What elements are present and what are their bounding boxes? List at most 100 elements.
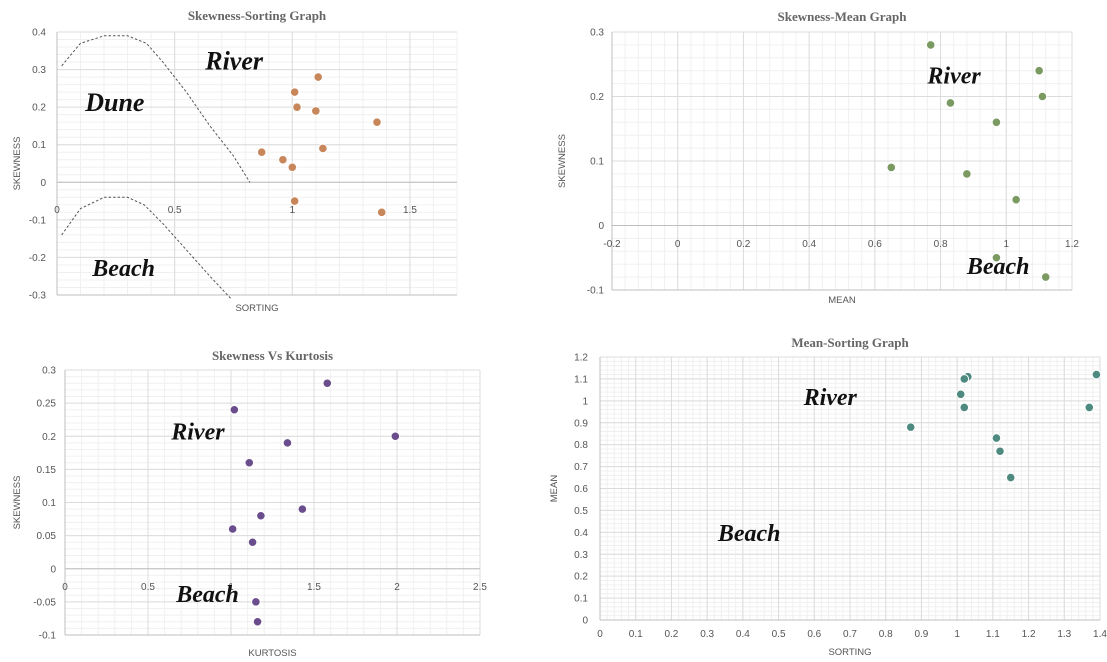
y-tick-label: 0.3 — [590, 28, 604, 39]
grid — [64, 369, 481, 636]
data-point — [886, 162, 897, 173]
chart-skewness-kurtosis: 0.3 0.25 0.2 0.15 0.1 0.05 0 -0.05 -0.1 0 0.5 1 1.5 2… — [12, 348, 487, 659]
y-tick-label: 0.8 — [574, 440, 588, 451]
y-tick-label: 0.15 — [37, 465, 57, 476]
x-tick-label: 1 — [954, 629, 960, 640]
x-tick-label: 0.2 — [736, 239, 750, 250]
x-tick-label: 1 — [228, 582, 234, 593]
y-tick-label: 0.2 — [590, 92, 604, 103]
y-tick-label: 1.2 — [574, 353, 588, 364]
x-tick-label: 0.2 — [664, 629, 678, 640]
data-point — [372, 117, 382, 127]
y-tick-label: 0.1 — [574, 594, 588, 605]
boundary-curve — [61, 35, 251, 183]
y-tick-label: 0.4 — [32, 28, 46, 39]
chart-title: Skewness-Mean Graph — [778, 9, 908, 24]
y-tick-label: 0.2 — [574, 572, 588, 583]
y-tick-label: 0.1 — [32, 140, 46, 151]
x-tick-label: 0.4 — [736, 629, 750, 640]
y-tick-label: 0.1 — [42, 498, 56, 509]
x-tick-label: 1.1 — [986, 629, 1000, 640]
x-tick-label: 0.5 — [772, 629, 786, 640]
data-point — [945, 98, 956, 108]
region-label-river: River — [170, 420, 225, 446]
data-point — [991, 117, 1002, 128]
x-tick-label: 0.5 — [168, 205, 182, 216]
y-tick-label: 0.5 — [574, 506, 588, 517]
region-label-river: River — [926, 64, 981, 90]
data-point — [959, 402, 970, 413]
y-axis-label: SKEWNESS — [557, 134, 568, 188]
data-point — [278, 154, 288, 165]
x-tick-label: 1 — [1004, 239, 1010, 250]
chart-mean-sorting: 1.2 1.1 1 0.9 0.8 0.7 0.6 0.5 0.4 0.3 0.2 0.1 00 0.1 0… — [549, 335, 1107, 658]
data-point — [289, 87, 300, 97]
x-tick-label: 1.2 — [1065, 239, 1079, 250]
data-point — [1011, 194, 1021, 205]
data-point — [1005, 472, 1016, 483]
y-tick-label: -0.1 — [587, 286, 605, 297]
x-tick-label: 1 — [290, 205, 296, 216]
y-tick-label: -0.3 — [29, 291, 47, 302]
data-point — [390, 431, 401, 442]
data-point — [252, 616, 263, 627]
data-point — [991, 252, 1002, 263]
y-tick-label: 0 — [50, 564, 56, 575]
y-tick-label: 0.6 — [574, 484, 588, 495]
data-point — [962, 169, 972, 179]
x-tick-label: 0.3 — [700, 629, 714, 640]
data-point — [313, 72, 323, 82]
y-tick-label: 0.3 — [32, 65, 46, 76]
y-tick-label: 0.3 — [574, 550, 588, 561]
y-tick-label: -0.1 — [29, 215, 47, 226]
data-point — [991, 433, 1002, 443]
x-axis-label: SORTING — [235, 303, 278, 314]
data-point — [292, 102, 302, 112]
data-point — [376, 207, 387, 218]
chart-skewness-mean: 0.3 0.2 0.1 0 -0.1 -0.2 0 0.2 0.4 0.6 0.8 1 1.2 Skewn… — [557, 9, 1079, 306]
x-axis-label: SORTING — [828, 647, 871, 658]
y-tick-label: 0.4 — [574, 528, 588, 539]
chart-title: Mean-Sorting Graph — [791, 335, 909, 350]
y-tick-label: 0.1 — [590, 157, 604, 168]
x-tick-label: 0.8 — [879, 629, 893, 640]
y-axis-label: SKEWNESS — [12, 476, 23, 530]
y-tick-label: 0.2 — [42, 432, 56, 443]
data-point — [247, 537, 258, 548]
x-tick-label: 0 — [597, 629, 603, 640]
data-point — [229, 404, 240, 415]
data-point — [959, 374, 970, 384]
x-tick-label: 0 — [54, 205, 60, 216]
x-tick-label: 0.6 — [807, 629, 821, 640]
chart-title: Skewness Vs Kurtosis — [212, 348, 333, 363]
region-label-river: River — [803, 385, 858, 411]
data-point — [322, 378, 333, 389]
data-point — [244, 457, 255, 468]
x-tick-label: 1.5 — [307, 582, 321, 593]
data-point — [282, 438, 293, 448]
x-tick-label: 0.7 — [843, 629, 857, 640]
region-label-beach: Beach — [175, 582, 239, 608]
data-point — [256, 147, 267, 158]
y-tick-label: 0.25 — [37, 399, 57, 410]
data-point — [955, 389, 966, 400]
grid — [611, 31, 1073, 291]
x-tick-label: 0 — [675, 239, 681, 250]
x-tick-label: 1.2 — [1022, 629, 1036, 640]
data-point — [297, 504, 308, 514]
region-label-beach: Beach — [717, 521, 781, 547]
y-tick-label: -0.1 — [39, 631, 57, 642]
data-point — [905, 422, 916, 432]
y-tick-label: 0.05 — [37, 531, 57, 542]
x-tick-label: 0.8 — [934, 239, 948, 250]
y-tick-label: 0 — [582, 616, 588, 627]
region-label-river: River — [204, 47, 264, 76]
x-tick-label: 0.1 — [629, 629, 643, 640]
data-point — [311, 106, 321, 116]
x-tick-label: 0.5 — [141, 582, 155, 593]
data-point — [1091, 369, 1102, 380]
x-axis-label: MEAN — [828, 295, 856, 306]
y-tick-label: 1.1 — [574, 374, 588, 385]
data-point — [289, 196, 300, 206]
x-tick-label: 0.4 — [802, 239, 816, 250]
